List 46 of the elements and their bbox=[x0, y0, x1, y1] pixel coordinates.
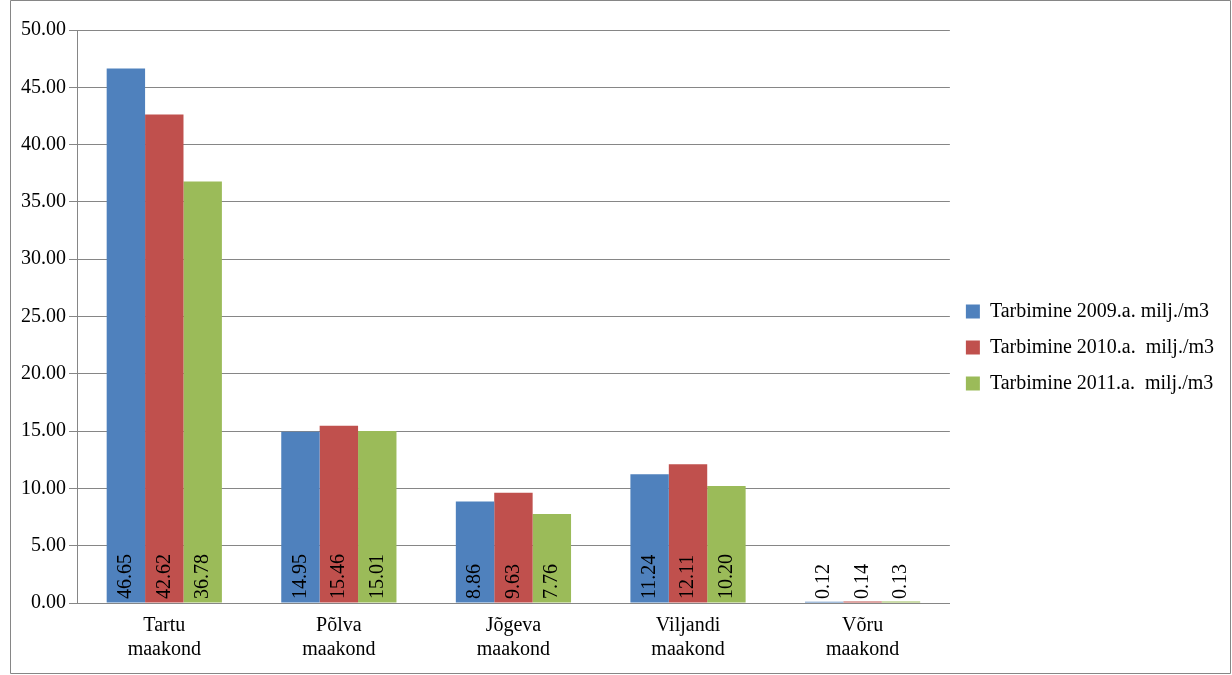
bar bbox=[358, 430, 397, 603]
legend-label: Tarbimine 2010.a. milj./m3 bbox=[989, 334, 1214, 358]
y-tick-label: 10.00 bbox=[21, 475, 66, 498]
y-tick-label: 25.00 bbox=[21, 303, 66, 326]
legend-label: Tarbimine 2011.a. milj./m3 bbox=[989, 370, 1214, 394]
y-tick-label: 5.00 bbox=[31, 532, 66, 555]
legend-label: Tarbimine 2009.a. milj./m3 bbox=[989, 298, 1209, 322]
x-tick-label: Jõgeva maakond bbox=[476, 613, 551, 660]
y-tick-label: 15.00 bbox=[21, 418, 66, 441]
y-tick-label: 45.00 bbox=[21, 74, 66, 97]
bar bbox=[707, 486, 746, 603]
y-tick-label: 30.00 bbox=[21, 246, 66, 269]
bar bbox=[494, 492, 533, 603]
data-label: 15.01 bbox=[364, 554, 387, 599]
bar bbox=[668, 464, 708, 603]
y-tick-label: 35.00 bbox=[21, 189, 66, 212]
bar bbox=[145, 114, 184, 603]
x-tick-label: Tartu maakond bbox=[127, 613, 201, 660]
data-label: 0.13 bbox=[888, 564, 911, 599]
bar bbox=[630, 474, 669, 603]
data-label: 15.46 bbox=[326, 554, 349, 599]
data-label: 12.11 bbox=[675, 554, 698, 599]
data-label: 8.86 bbox=[462, 564, 485, 599]
data-label: 10.20 bbox=[713, 554, 736, 599]
bar bbox=[281, 431, 320, 603]
data-label: 42.62 bbox=[151, 554, 174, 599]
data-label: 7.76 bbox=[539, 564, 562, 599]
x-tick-label: Põlva maakond bbox=[302, 613, 376, 660]
x-tick-label: Viljandi maakond bbox=[651, 613, 725, 660]
y-tick-label: 20.00 bbox=[21, 361, 66, 384]
y-tick-label: 50.00 bbox=[21, 17, 66, 40]
bar bbox=[319, 425, 359, 603]
data-label: 46.65 bbox=[113, 554, 136, 599]
data-label: 0.14 bbox=[849, 564, 872, 599]
x-tick-label: Võru maakond bbox=[825, 613, 900, 660]
bar bbox=[532, 514, 572, 603]
y-tick-label: 0.00 bbox=[31, 590, 66, 613]
bar bbox=[106, 68, 146, 603]
bar bbox=[183, 181, 222, 603]
bar bbox=[455, 501, 495, 603]
data-label: 9.63 bbox=[500, 564, 523, 599]
data-label: 36.78 bbox=[189, 554, 212, 599]
data-label: 0.12 bbox=[811, 564, 834, 599]
data-label: 11.24 bbox=[636, 554, 659, 599]
data-label: 14.95 bbox=[287, 554, 310, 599]
y-tick-label: 40.00 bbox=[21, 131, 66, 154]
